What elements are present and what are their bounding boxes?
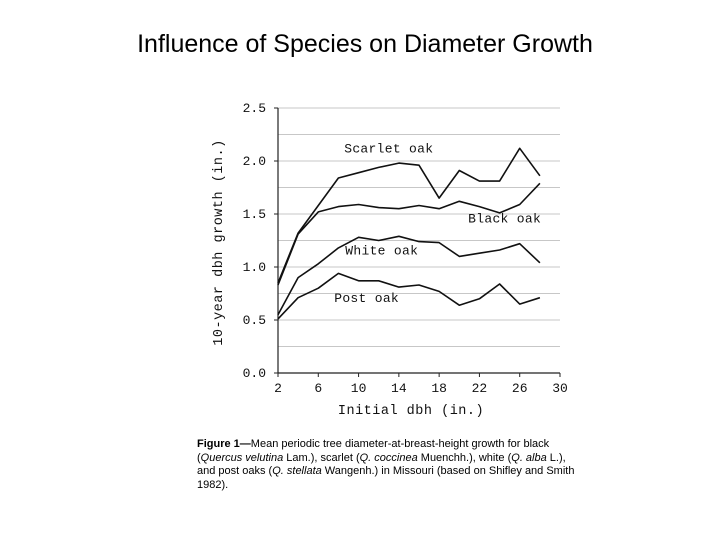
- caption-species-scarlet: Q. coccinea: [359, 451, 418, 464]
- y-tick-label: 1.0: [243, 260, 266, 275]
- figure-caption: Figure 1—Mean periodic tree diameter-at-…: [197, 438, 582, 492]
- y-tick-label: 0.0: [243, 366, 266, 381]
- caption-text-2: Lam.), scarlet (: [283, 451, 360, 464]
- x-tick-label: 22: [472, 381, 488, 396]
- x-axis-title: Initial dbh (in.): [338, 404, 484, 419]
- caption-text-1: Mean periodic tree diameter-at-breast-he…: [197, 438, 550, 464]
- x-tick-label: 10: [351, 381, 367, 396]
- x-tick-label: 18: [431, 381, 447, 396]
- x-tick-label: 30: [552, 381, 568, 396]
- growth-chart: 0.00.51.01.52.02.52 6 10 14 18 22 26 30Initial …: [212, 101, 568, 419]
- caption-species-black: Quercus velutina: [200, 451, 284, 464]
- caption-label: Figure 1: [197, 438, 240, 450]
- annotation-post-oak: Post oak: [334, 291, 399, 306]
- annotation-white-oak: White oak: [345, 243, 418, 258]
- caption-species-white: Q. alba: [511, 451, 547, 464]
- caption-text-4: L.), and post oaks (: [197, 451, 566, 478]
- y-tick-label: 1.5: [243, 207, 266, 222]
- y-axis-title: 10-year dbh growth (in.): [212, 139, 227, 345]
- y-tick-label: 2.5: [243, 101, 266, 116]
- caption-species-post: Q. stellata: [272, 465, 322, 477]
- series-line-scarlet-oak: [277, 147, 541, 284]
- x-tick-label: 2: [274, 381, 282, 396]
- x-tick-label: 14: [391, 381, 407, 396]
- slide-title: Influence of Species on Diameter Growth: [137, 30, 593, 58]
- caption-dash: —: [239, 438, 251, 450]
- x-tick-label: 6: [314, 381, 322, 396]
- series-line-white-oak: [277, 235, 541, 316]
- annotation-scarlet-oak: Scarlet oak: [344, 142, 433, 157]
- y-tick-label: 0.5: [243, 313, 266, 328]
- y-tick-label: 2.0: [243, 154, 266, 169]
- x-tick-label: 26: [512, 381, 528, 396]
- caption-text-3: Muenchh.), white (: [417, 451, 512, 464]
- series-line-post-oak: [277, 272, 541, 320]
- annotation-black-oak: Black oak: [468, 211, 541, 226]
- caption-text-5: Wangenh.) in Missouri (based on Shifley …: [197, 465, 575, 491]
- series-line-black-oak: [277, 182, 541, 286]
